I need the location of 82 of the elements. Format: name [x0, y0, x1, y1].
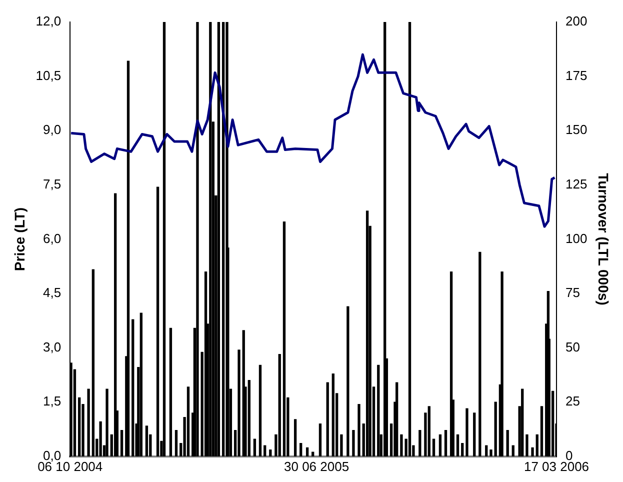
- bar: [106, 388, 108, 456]
- y2-tick-label: 50: [566, 339, 580, 354]
- bar: [408, 22, 412, 456]
- bar: [456, 434, 460, 456]
- bar: [358, 404, 360, 456]
- y-tick-label: 12,0: [36, 14, 62, 29]
- bar: [258, 364, 262, 456]
- bar: [332, 374, 334, 456]
- y2-tick-label: 100: [566, 230, 588, 246]
- y-tick-label: 3,0: [43, 339, 62, 354]
- bar: [346, 306, 350, 456]
- bar: [438, 434, 442, 456]
- bar: [352, 430, 355, 456]
- bar: [318, 423, 322, 456]
- bar: [340, 434, 343, 456]
- y-tick-label: 9,0: [43, 122, 62, 138]
- y2-tick-label: 175: [566, 68, 588, 83]
- bar: [444, 430, 448, 456]
- bar: [92, 269, 95, 456]
- bar: [512, 445, 514, 456]
- bar: [87, 388, 90, 456]
- bar: [396, 382, 398, 456]
- bar: [78, 397, 81, 456]
- y2-tick-label: 75: [566, 285, 580, 300]
- bar: [536, 434, 538, 456]
- bar: [169, 328, 172, 456]
- y-tick-label: 6,0: [43, 230, 62, 246]
- bar: [377, 364, 380, 456]
- bar: [494, 402, 497, 456]
- bar: [526, 434, 528, 456]
- bar: [300, 443, 302, 456]
- y2-tick-label: 125: [566, 176, 588, 192]
- bar: [521, 388, 524, 456]
- y-tick-label: 4,5: [43, 285, 62, 300]
- bar: [326, 382, 329, 456]
- bar: [264, 445, 266, 456]
- bar: [461, 443, 464, 456]
- bar: [132, 319, 134, 456]
- bar: [485, 445, 488, 456]
- bar: [432, 438, 436, 456]
- bar: [366, 210, 369, 456]
- bar: [196, 22, 199, 456]
- bar: [540, 406, 544, 456]
- bar: [490, 450, 492, 456]
- bar: [140, 312, 142, 456]
- bar: [312, 452, 314, 456]
- bar: [478, 252, 482, 456]
- bar: [253, 438, 256, 456]
- y2-tick-label: 150: [566, 122, 588, 138]
- bar: [473, 412, 476, 456]
- y2-tick-label: 200: [566, 14, 588, 29]
- bar: [114, 193, 117, 456]
- y2-axis-title: Turnover (LTL 000s): [596, 173, 612, 306]
- bar: [282, 221, 286, 456]
- bar: [126, 60, 130, 456]
- bar: [145, 426, 148, 456]
- bar: [418, 430, 422, 456]
- bar: [531, 447, 534, 456]
- bar: [156, 186, 160, 456]
- y-tick-label: 1,5: [43, 394, 62, 409]
- x-tick-label: 30 06 2005: [284, 458, 350, 474]
- bar: [162, 22, 166, 456]
- bar: [500, 271, 504, 456]
- bar: [238, 350, 240, 456]
- y-axis-title: Price (LT): [11, 207, 28, 271]
- bar: [186, 386, 190, 456]
- bar: [506, 430, 509, 456]
- y2-tick-label: 25: [566, 394, 580, 409]
- bar: [294, 419, 297, 456]
- bar: [248, 380, 250, 456]
- bar: [222, 22, 225, 456]
- bar: [99, 421, 102, 456]
- bar: [428, 406, 430, 456]
- y-tick-label: 10,5: [36, 68, 62, 83]
- bar: [174, 430, 178, 456]
- y2-tick-label: 0: [566, 448, 573, 463]
- bar: [120, 430, 124, 456]
- bar: [466, 408, 468, 456]
- bar: [209, 22, 212, 456]
- y-tick-label: 7,5: [43, 176, 62, 192]
- bar: [217, 22, 220, 456]
- bar: [278, 354, 281, 456]
